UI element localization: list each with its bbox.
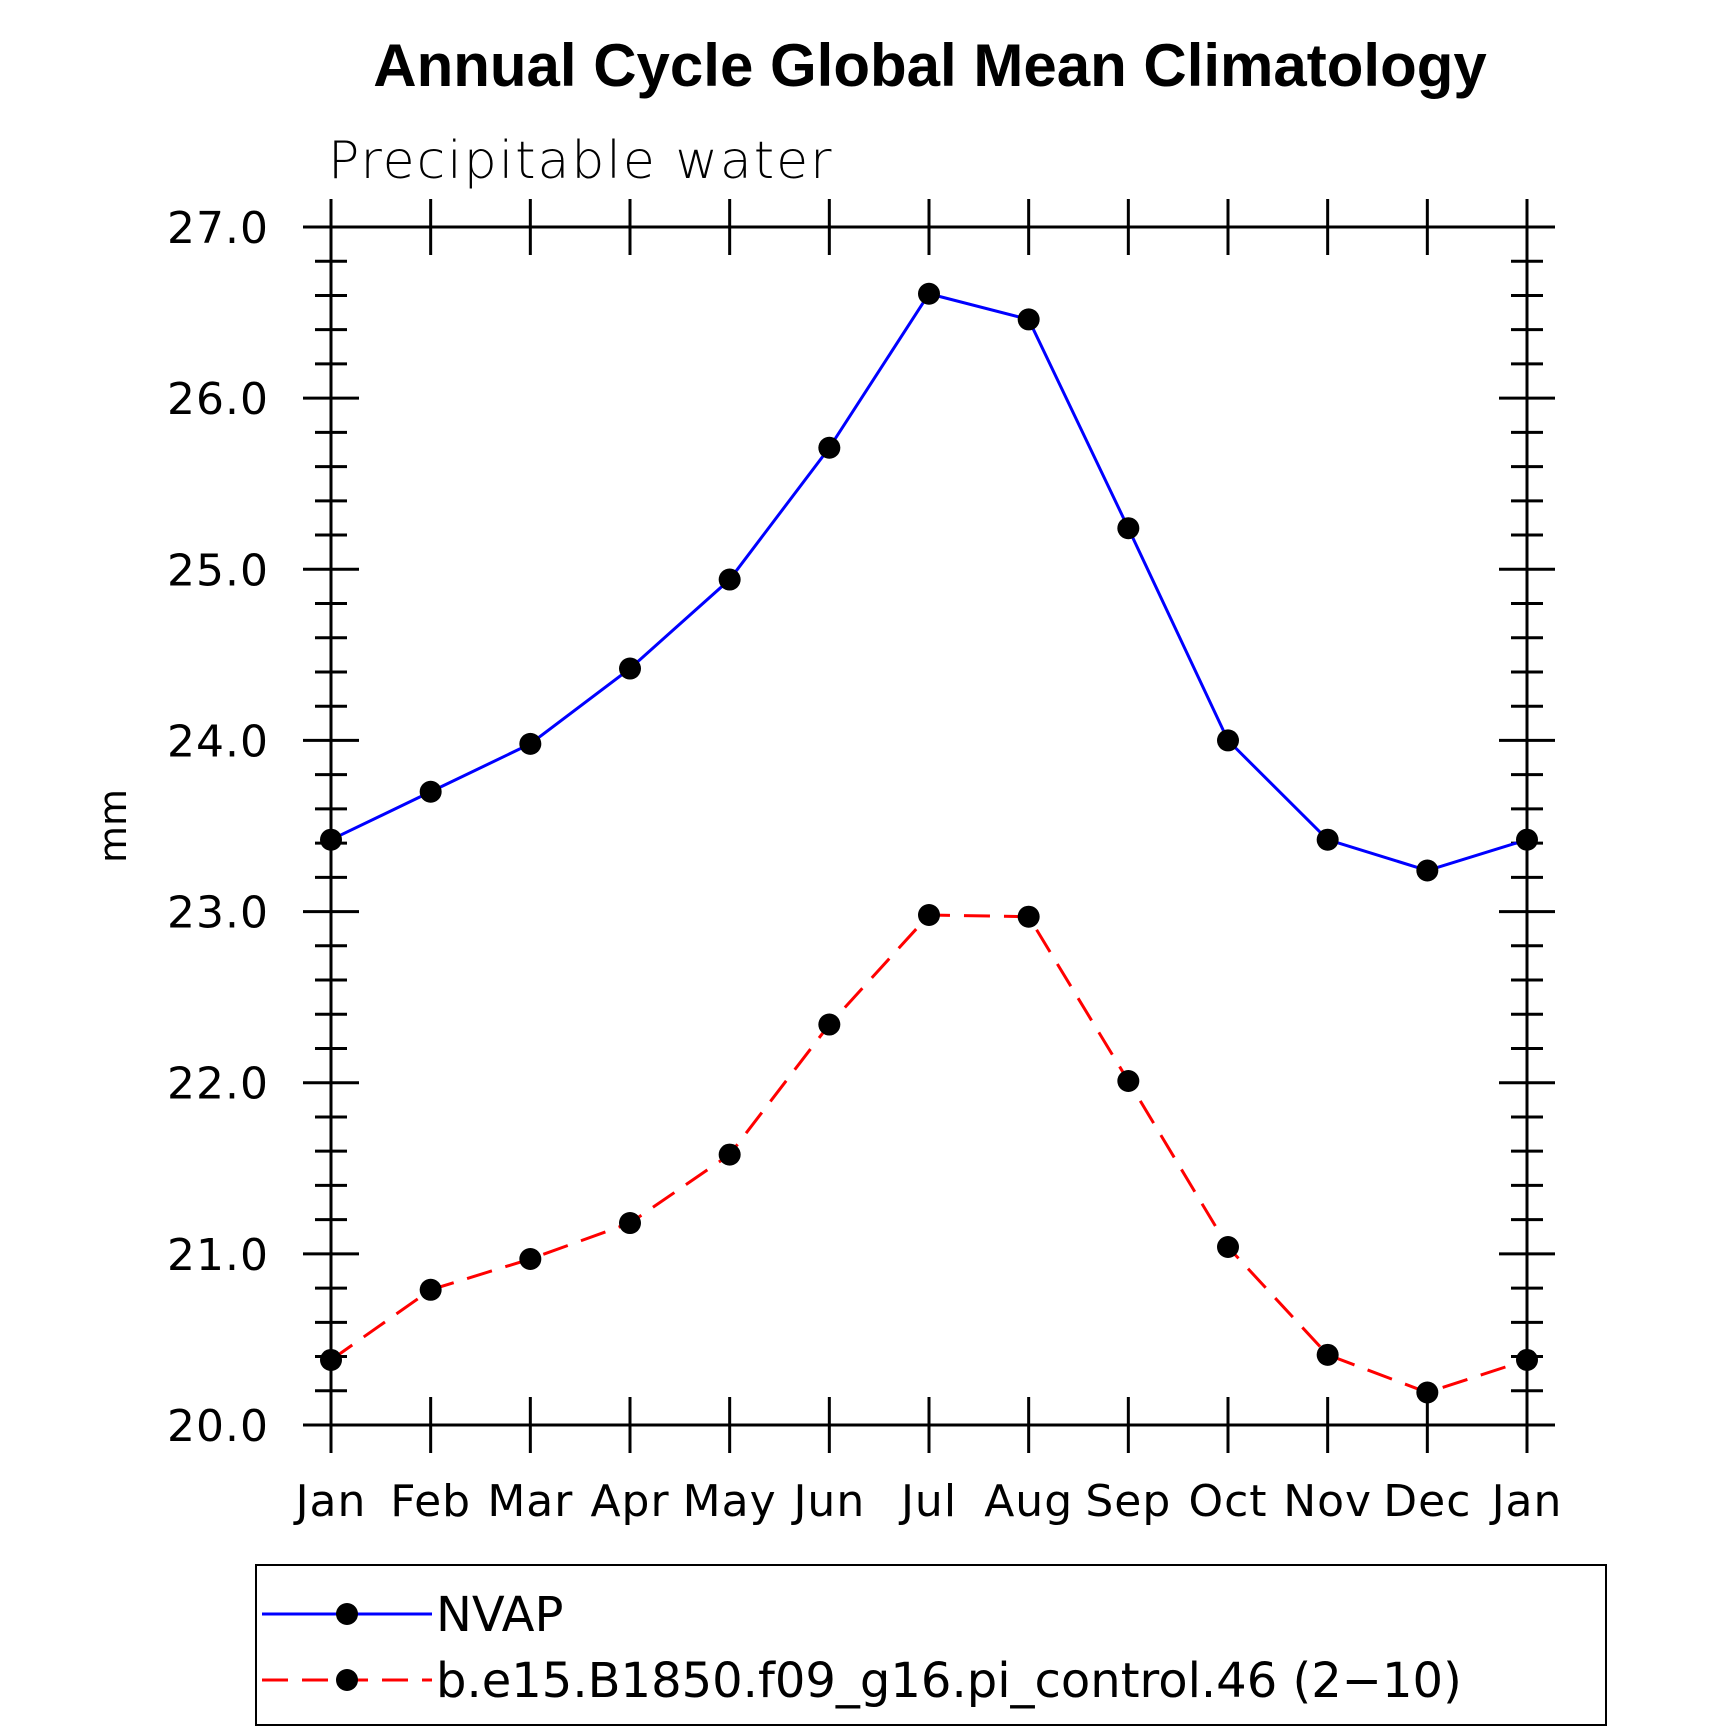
x-tick-label: Nov	[1283, 1476, 1372, 1527]
y-tick-label: 27.0	[167, 203, 269, 254]
data-point	[619, 657, 641, 680]
data-point	[419, 1278, 442, 1301]
x-tick-label: Jan	[1489, 1476, 1563, 1527]
data-point	[718, 1143, 741, 1166]
series-line	[330, 913, 1528, 1395]
chart-title: Annual Cycle Global Mean Climatology	[373, 32, 1487, 99]
data-point	[818, 1013, 841, 1036]
x-tick-label: Dec	[1383, 1476, 1471, 1527]
data-point	[619, 1212, 641, 1235]
x-tick-label: Jun	[790, 1476, 865, 1527]
data-point	[519, 1247, 542, 1270]
data-point	[1416, 1381, 1439, 1404]
x-tick-label: Apr	[590, 1476, 669, 1527]
legend-box	[255, 1564, 1607, 1726]
data-point	[1316, 828, 1339, 851]
data-point	[1117, 1070, 1140, 1093]
data-point	[519, 732, 542, 755]
data-point	[1217, 729, 1239, 752]
legend-label: NVAP	[436, 1587, 563, 1643]
data-point	[419, 780, 442, 803]
y-tick-label: 25.0	[167, 545, 269, 596]
series-layer	[320, 282, 1538, 1404]
data-point	[918, 903, 940, 926]
legend-label: b.e15.B1850.f09_g16.pi_control.46 (2−10)	[436, 1653, 1462, 1709]
data-point	[1316, 1343, 1339, 1366]
x-tick-label: Jan	[293, 1476, 367, 1527]
x-tick-label: Oct	[1188, 1476, 1267, 1527]
legend-marker	[336, 1669, 358, 1691]
y-tick-label: 23.0	[167, 888, 269, 939]
y-tick-label: 24.0	[167, 716, 269, 767]
y-tick-label: 26.0	[167, 374, 269, 425]
x-tick-label: Jul	[898, 1476, 957, 1527]
data-point	[1017, 308, 1040, 331]
data-point	[1117, 517, 1140, 540]
x-tick-label: Feb	[390, 1476, 471, 1527]
data-point	[1017, 905, 1040, 928]
data-point	[1217, 1236, 1239, 1259]
series-line	[330, 292, 1528, 873]
x-tick-label: Sep	[1085, 1476, 1171, 1527]
y-tick-label: 20.0	[167, 1401, 269, 1452]
x-tick-labels: Jan Feb Mar Apr May Jun Jul Aug Sep Oct Nov Dec Jan	[293, 1476, 1563, 1527]
x-tick-label: Mar	[487, 1476, 573, 1527]
series-2	[320, 903, 1538, 1404]
y-axis-label: mm	[91, 789, 135, 863]
axis-ticks	[303, 199, 1555, 1453]
chart-subtitle: Precipitable water	[328, 131, 834, 191]
data-point	[818, 436, 841, 459]
legend-marker	[336, 1603, 358, 1625]
data-point	[718, 568, 741, 591]
x-tick-label: Aug	[984, 1476, 1073, 1527]
legend: NVAP b.e15.B1850.f09_g16.pi_control.46 (2…	[255, 1564, 1607, 1726]
y-tick-labels: 20.0 21.0 22.0 23.0 24.0 25.0 26.0 27.0	[167, 203, 269, 1452]
y-tick-label: 21.0	[167, 1230, 269, 1281]
data-point	[918, 282, 940, 305]
plot-frame	[329, 225, 1529, 1427]
y-tick-label: 22.0	[167, 1059, 269, 1110]
series-1	[320, 282, 1538, 882]
data-point	[1416, 859, 1439, 882]
x-tick-label: May	[683, 1476, 777, 1527]
